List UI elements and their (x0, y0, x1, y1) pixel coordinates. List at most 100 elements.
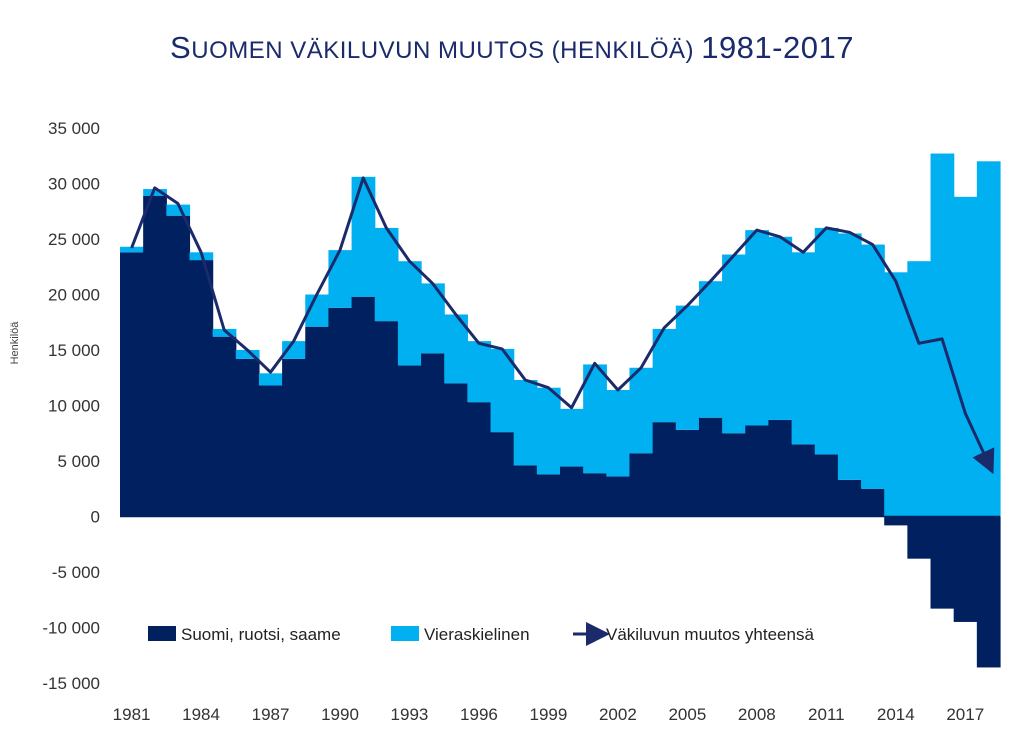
x-tick-label: 1999 (530, 705, 568, 724)
y-tick-label: 10 000 (48, 397, 100, 416)
bar-vieraskielinen (652, 328, 677, 423)
legend-label-suomi: Suomi, ruotsi, saame (181, 625, 341, 644)
y-tick-label: 0 (91, 508, 100, 527)
bar-suomi (444, 383, 468, 517)
bar-vieraskielinen (930, 153, 955, 517)
bar-suomi (328, 307, 353, 517)
bar-suomi (629, 453, 654, 517)
bars-layer (120, 153, 1001, 668)
bar-suomi (583, 473, 607, 517)
y-tick-label: 5 000 (57, 452, 100, 471)
y-tick-label: -5 000 (52, 563, 100, 582)
x-tick-label: 2014 (877, 705, 915, 724)
bar-vieraskielinen (166, 204, 191, 216)
x-tick-label: 1987 (252, 705, 290, 724)
bar-suomi (374, 321, 399, 517)
bar-vieraskielinen (745, 230, 770, 426)
x-tick-label: 1993 (391, 705, 429, 724)
bar-vieraskielinen (536, 387, 561, 475)
legend-label-total: Väkiluvun muutos yhteensä (606, 625, 814, 644)
bar-vieraskielinen (768, 236, 793, 420)
bar-vieraskielinen (120, 246, 144, 253)
bar-suomi (189, 260, 214, 517)
bar-suomi (768, 419, 793, 517)
bar-vieraskielinen (583, 364, 607, 474)
bar-suomi (560, 466, 584, 517)
bar-vieraskielinen (467, 341, 492, 403)
bar-vieraskielinen (235, 350, 260, 359)
x-tick-label: 1990 (321, 705, 359, 724)
x-tick-label: 2008 (738, 705, 776, 724)
bar-vieraskielinen (328, 250, 353, 308)
y-tick-label: 35 000 (48, 119, 100, 138)
bar-suomi (143, 195, 167, 517)
bar-suomi (814, 454, 839, 517)
bar-suomi (907, 516, 932, 559)
bar-vieraskielinen (837, 233, 862, 480)
x-tick-label: 2005 (668, 705, 706, 724)
bar-suomi (652, 422, 677, 517)
bar-vieraskielinen (953, 196, 978, 517)
chart-title: SUOMEN VÄKILUVUN MUUTOS (HENKILÖÄ) 1981-… (170, 30, 854, 65)
bar-suomi (120, 252, 144, 517)
bar-suomi (675, 429, 700, 517)
bar-vieraskielinen (490, 348, 515, 433)
bar-vieraskielinen (675, 305, 700, 430)
bar-suomi (397, 365, 422, 517)
y-axis: 35 000 30 000 25 000 20 000 15 000 10 000 5 00… (42, 119, 100, 693)
bar-vieraskielinen (884, 272, 908, 517)
bar-suomi (166, 215, 191, 517)
bar-suomi (791, 444, 816, 517)
bar-suomi (513, 465, 538, 517)
legend-swatch-suomi (148, 626, 176, 641)
bar-vieraskielinen (907, 261, 932, 517)
bar-suomi (421, 353, 445, 517)
bar-vieraskielinen (722, 254, 746, 434)
bar-vieraskielinen (513, 379, 538, 466)
bar-vieraskielinen (258, 373, 283, 386)
y-tick-label: 30 000 (48, 175, 100, 194)
bar-vieraskielinen (397, 261, 422, 366)
bar-vieraskielinen (212, 328, 237, 337)
bar-suomi (698, 417, 723, 517)
bar-vieraskielinen (814, 227, 839, 455)
bar-vieraskielinen (861, 244, 885, 489)
bar-vieraskielinen (698, 281, 723, 418)
legend-label-vieraskielinen: Vieraskielinen (424, 625, 530, 644)
bar-suomi (884, 516, 908, 526)
bar-vieraskielinen (351, 176, 376, 297)
bar-suomi (606, 476, 631, 517)
bar-suomi (467, 402, 492, 517)
bar-suomi (305, 326, 330, 517)
bar-suomi (536, 474, 561, 517)
y-tick-label: -15 000 (42, 674, 100, 693)
x-tick-label: 1984 (182, 705, 220, 724)
bar-vieraskielinen (629, 367, 654, 454)
legend-swatch-vieraskielinen (391, 626, 419, 641)
bar-suomi (976, 516, 1001, 668)
bar-suomi (212, 336, 237, 517)
bar-suomi (282, 358, 306, 517)
bar-suomi (953, 516, 978, 622)
bar-suomi (490, 432, 515, 517)
total-change-line (130, 176, 995, 475)
x-tick-label: 2017 (946, 705, 984, 724)
x-axis: 1981 1984 1987 1990 1993 1996 1999 2002 2005 2008… (113, 705, 985, 724)
bar-vieraskielinen (976, 161, 1001, 517)
y-tick-label: 20 000 (48, 286, 100, 305)
bar-vieraskielinen (282, 341, 306, 359)
bar-suomi (861, 488, 885, 517)
bar-vieraskielinen (374, 227, 399, 322)
bar-suomi (235, 358, 260, 517)
bar-suomi (930, 516, 955, 609)
bar-vieraskielinen (143, 189, 167, 196)
y-tick-label: 15 000 (48, 341, 100, 360)
y-axis-label: Henkilöä (9, 321, 21, 365)
bar-suomi (258, 385, 283, 517)
x-tick-label: 2002 (599, 705, 637, 724)
bar-suomi (351, 296, 376, 517)
bar-vieraskielinen (606, 389, 631, 477)
y-tick-label: -10 000 (42, 619, 100, 638)
bar-suomi (837, 479, 862, 517)
